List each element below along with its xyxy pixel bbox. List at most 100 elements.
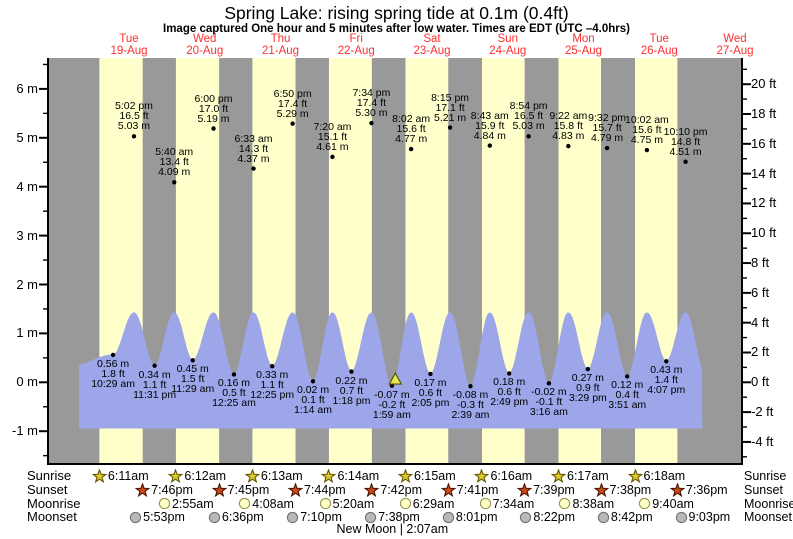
right-axis-tick-label: 6 ft	[751, 284, 770, 300]
tide-label-line: 0.1 ft	[301, 394, 325, 407]
tide-label-line: 3:51 am	[608, 399, 647, 412]
day-date: 20-Aug	[186, 44, 224, 57]
moonrise-event: 4:08am	[238, 496, 294, 512]
day-label: Thu 21-Aug	[262, 33, 299, 57]
high-tide-label: 9:32 pm 15.7 ft 4.79 m	[588, 112, 627, 144]
sunrise-event: 6:11am	[91, 468, 149, 484]
low-tide-label: 0.22 m 0.7 ft 1:18 pm	[332, 375, 371, 407]
day-name: Wed	[723, 33, 747, 45]
right-axis-tick-label: -4 ft	[751, 433, 774, 449]
moonrise-icon	[399, 497, 411, 510]
tide-label-line: 0.12 m	[611, 379, 644, 392]
tide-label-line: 8:54 pm	[509, 100, 548, 113]
high-tide-dot	[172, 180, 177, 185]
tide-label-line: 0.7 ft	[339, 384, 364, 397]
day-name: Tue	[649, 33, 669, 45]
moonrise-icon	[158, 497, 171, 510]
sunset-event: 7:38pm	[593, 482, 652, 498]
day-label: Wed 20-Aug	[186, 33, 224, 57]
high-tide-label: 9:22 am 15.8 ft 4.83 m	[549, 111, 587, 142]
moonset-icon	[130, 511, 142, 523]
sunset-time: 7:36pm	[685, 483, 728, 497]
tide-label-line: 15.6 ft	[396, 123, 426, 136]
low-tide-dot	[310, 379, 316, 384]
low-tide-label: 0.27 m 0.9 ft 3:29 pm	[569, 373, 607, 404]
moonset-time: 7:38pm	[378, 510, 420, 524]
low-tide-label: -0.07 m -0.2 ft 1:59 am	[372, 389, 411, 421]
tide-label-line: 4.51 m	[669, 145, 702, 158]
moonset-event: 7:38pm	[364, 509, 420, 525]
high-tide-dot	[604, 145, 610, 151]
low-tide-dot	[468, 384, 473, 389]
tide-label-line: 6:50 pm	[273, 87, 312, 100]
sunset-time: 7:38pm	[609, 483, 652, 497]
moonrise-icon	[239, 497, 251, 510]
right-axis-tick-label: -2 ft	[751, 404, 774, 420]
day-label: Mon 25-Aug	[565, 33, 602, 57]
tide-label-line: 0.9 ft	[576, 382, 600, 395]
day-name: Mon	[572, 33, 595, 45]
tide-label-line: 1:59 am	[372, 408, 411, 421]
high-tide-label: 8:43 am 15.9 ft 4.84 m	[470, 109, 509, 141]
sunset-time: 7:46pm	[151, 483, 193, 497]
tide-label-line: 5.29 m	[276, 107, 309, 120]
tide-label-line: 17.4 ft	[356, 97, 387, 110]
tide-label-line: 4.61 m	[316, 140, 349, 153]
high-tide-dot	[369, 120, 374, 126]
moonrise-icon	[319, 497, 331, 510]
low-tide-dot	[585, 366, 591, 372]
moonset-icon	[597, 511, 610, 523]
right-axis-tick-label: 16 ft	[751, 135, 777, 151]
tide-label-line: 7:20 am	[313, 120, 352, 133]
sunrise-star-icon	[551, 468, 566, 483]
sunset-row-label-right: Sunset	[744, 483, 783, 497]
moonrise-time: 8:38am	[572, 496, 615, 511]
current-time-marker	[388, 371, 403, 385]
tide-label-line: 1:18 pm	[332, 394, 371, 407]
day-label: Sat 23-Aug	[413, 33, 451, 57]
tide-label-line: 9:32 pm	[588, 112, 627, 125]
sunrise-time: 6:16am	[490, 469, 533, 483]
tide-label-line: -0.2 ft	[378, 398, 406, 411]
sunset-time: 7:41pm	[456, 483, 499, 497]
sunrise-star-icon	[321, 468, 337, 483]
moonset-event: 9:03pm	[675, 509, 731, 525]
high-tide-dot	[526, 134, 531, 139]
moonset-time: 9:03pm	[688, 510, 731, 524]
sunset-star-icon	[517, 482, 533, 497]
low-tide-label: 0.43 m 1.4 ft 4:07 pm	[647, 365, 685, 396]
low-tide-label: 0.17 m 0.6 ft 2:05 pm	[411, 378, 449, 409]
tide-label-line: 16.5 ft	[119, 110, 149, 123]
tide-label-line: 14.3 ft	[238, 142, 269, 155]
tide-label-line: 5.03 m	[512, 120, 545, 133]
day-date: 26-Aug	[640, 44, 678, 57]
tide-label-line: 5:40 am	[155, 146, 194, 159]
day-name: Sun	[497, 33, 518, 45]
left-axis-tick-label: -1 m	[12, 423, 38, 439]
tide-label-line: 0.6 ft	[418, 386, 443, 399]
day-date: 19-Aug	[110, 44, 148, 57]
sunrise-star-icon	[627, 468, 643, 483]
tide-label-line: 15.9 ft	[475, 119, 505, 132]
sunset-time: 7:39pm	[533, 483, 575, 497]
tide-label-line: 8:43 am	[470, 109, 509, 122]
tide-label-line: 17.1 ft	[435, 101, 465, 114]
moonset-event: 8:01pm	[442, 509, 498, 525]
day-date: 23-Aug	[413, 44, 451, 57]
tide-label-line: 1.4 ft	[654, 374, 678, 387]
moonset-event: 6:36pm	[208, 509, 264, 525]
tide-label-line: 8:02 am	[392, 113, 431, 126]
sunrise-time: 6:12am	[184, 469, 227, 483]
tide-label-line: 15.8 ft	[553, 120, 583, 133]
high-tide-label: 7:20 am 15.1 ft 4.61 m	[313, 120, 352, 153]
moonrise-event: 6:29am	[399, 496, 454, 512]
tide-label-line: 5.30 m	[355, 107, 388, 120]
day-label: Sun 24-Aug	[489, 33, 526, 57]
sunset-star-icon	[135, 482, 151, 497]
moonset-icon	[520, 511, 532, 523]
tide-label-line: -0.3 ft	[457, 399, 484, 412]
left-axis-tick-label: 0 m	[16, 374, 38, 390]
right-axis-tick-label: 12 ft	[751, 195, 777, 211]
high-tide-label: 8:15 pm 17.1 ft 5.21 m	[431, 92, 469, 123]
tide-label-line: 15.1 ft	[317, 130, 348, 143]
